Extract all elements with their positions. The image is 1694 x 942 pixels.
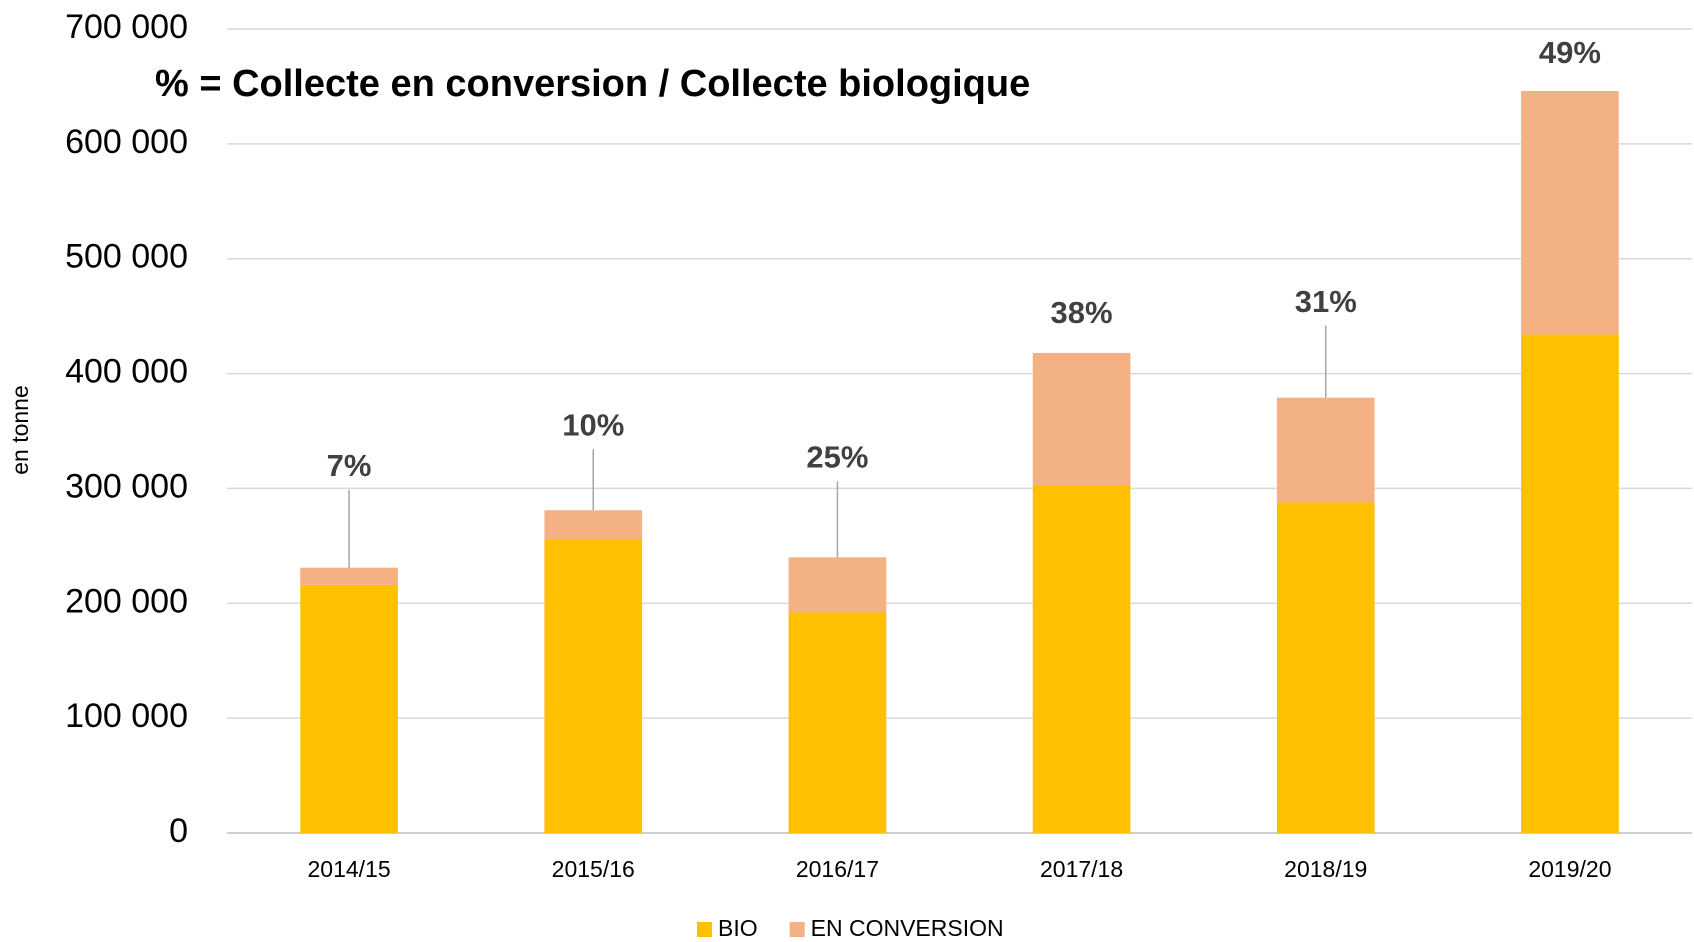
bar-segment [544, 510, 643, 539]
y-tick-label: 400 000 [65, 353, 188, 391]
percent-label: 49% [1539, 35, 1601, 70]
bar-segment [1032, 352, 1131, 485]
bar-segment [544, 538, 643, 833]
x-tick-label: 2018/19 [1284, 856, 1367, 882]
bar-segment [1276, 397, 1375, 503]
x-tick-label: 2017/18 [1040, 856, 1123, 882]
percent-label: 7% [327, 448, 372, 483]
x-tick-label: 2014/15 [308, 856, 391, 882]
percent-label: 10% [562, 407, 624, 442]
y-axis-label: en tonne [7, 385, 33, 475]
percent-label: 25% [806, 440, 868, 475]
y-tick-label: 500 000 [65, 238, 188, 276]
y-tick-label: 0 [169, 812, 188, 850]
y-tick-label: 600 000 [65, 123, 188, 161]
legend-label: BIO [718, 915, 758, 941]
x-tick-label: 2016/17 [796, 856, 879, 882]
bar-segment [1521, 91, 1619, 335]
chart-title: % = Collecte en conversion / Collecte bi… [155, 63, 1030, 105]
y-tick-label: 200 000 [65, 582, 188, 620]
legend-swatch [697, 922, 712, 937]
legend-swatch [789, 922, 805, 937]
bar-segment [788, 612, 887, 833]
bar-segment [300, 584, 398, 833]
y-tick-label: 300 000 [65, 467, 188, 505]
bar-segment [300, 567, 398, 585]
y-tick-label: 100 000 [65, 697, 188, 735]
bar-segment [1521, 334, 1619, 833]
bar-segment [1032, 484, 1131, 833]
bar-segment [1276, 502, 1375, 833]
x-tick-label: 2019/20 [1528, 856, 1611, 882]
legend-label: EN CONVERSION [811, 915, 1004, 941]
y-tick-label: 700 000 [65, 8, 188, 46]
bar-segment [788, 557, 887, 613]
x-tick-label: 2015/16 [552, 856, 635, 882]
percent-label: 38% [1051, 295, 1113, 330]
percent-label: 31% [1295, 284, 1357, 319]
